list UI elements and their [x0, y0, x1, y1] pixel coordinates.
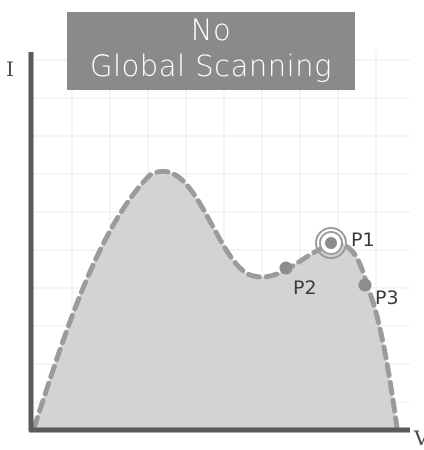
point-p2-marker: [279, 261, 293, 275]
title-banner: No Global Scanning: [67, 12, 355, 90]
point-p2-label: P2: [293, 277, 317, 299]
title-line-2: Global Scanning: [90, 49, 332, 83]
point-p3-marker: [358, 278, 372, 292]
y-axis-label: I: [6, 57, 14, 81]
x-axis-label: V: [414, 426, 424, 450]
pv-curve-area: [34, 171, 397, 428]
point-p1-label: P1: [351, 229, 375, 251]
point-p3-label: P3: [375, 287, 399, 309]
point-p1-marker: [315, 227, 347, 259]
title-line-1: No: [190, 13, 232, 47]
pv-curve-line: [31, 169, 400, 431]
